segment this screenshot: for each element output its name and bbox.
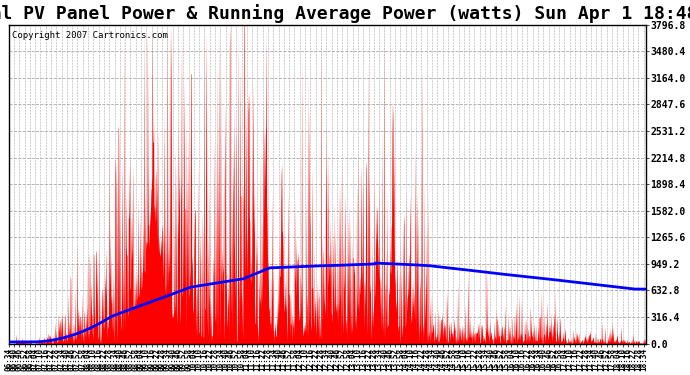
Title: Total PV Panel Power & Running Average Power (watts) Sun Apr 1 18:48: Total PV Panel Power & Running Average P… [0, 4, 690, 23]
Text: Copyright 2007 Cartronics.com: Copyright 2007 Cartronics.com [12, 31, 168, 40]
